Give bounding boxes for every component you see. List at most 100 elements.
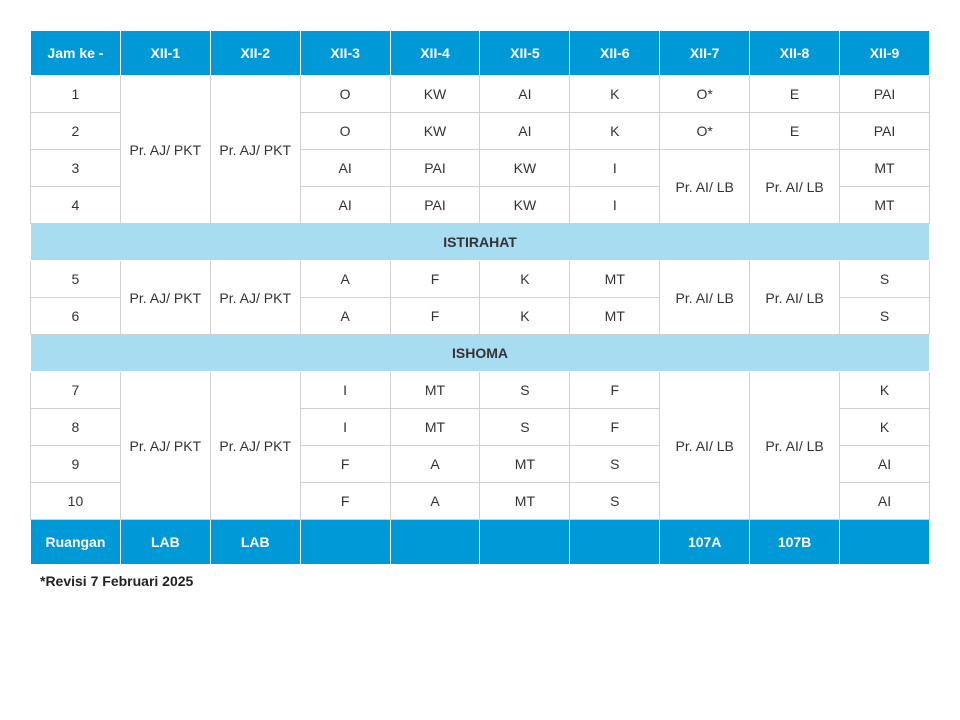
col-header: XII-9 <box>840 31 930 76</box>
subject-cell: F <box>300 446 390 483</box>
subject-cell: S <box>570 483 660 520</box>
subject-cell: PAI <box>390 150 480 187</box>
break-label: ISHOMA <box>31 335 930 372</box>
subject-cell: S <box>840 261 930 298</box>
header-row: Jam ke - XII-1 XII-2 XII-3 XII-4 XII-5 X… <box>31 31 930 76</box>
subject-cell: MT <box>570 298 660 335</box>
subject-cell: O* <box>660 76 750 113</box>
period-cell: 2 <box>31 113 121 150</box>
subject-cell: KW <box>480 187 570 224</box>
room-cell <box>390 520 480 565</box>
period-cell: 9 <box>31 446 121 483</box>
col-header: XII-6 <box>570 31 660 76</box>
subject-cell: K <box>480 261 570 298</box>
schedule-table: Jam ke - XII-1 XII-2 XII-3 XII-4 XII-5 X… <box>30 30 930 565</box>
subject-cell: F <box>300 483 390 520</box>
subject-cell: KW <box>390 76 480 113</box>
subject-cell: K <box>570 76 660 113</box>
subject-cell: MT <box>840 187 930 224</box>
period-cell: 5 <box>31 261 121 298</box>
subject-cell: A <box>300 298 390 335</box>
merged-cell: Pr. AJ/ PKT <box>210 76 300 224</box>
merged-cell: Pr. AI/ LB <box>660 372 750 520</box>
room-cell: LAB <box>210 520 300 565</box>
room-cell: 107B <box>750 520 840 565</box>
subject-cell: I <box>570 150 660 187</box>
subject-cell: K <box>480 298 570 335</box>
subject-cell: MT <box>390 409 480 446</box>
table-row: 5 Pr. AJ/ PKT Pr. AJ/ PKT A F K MT Pr. A… <box>31 261 930 298</box>
merged-cell: Pr. AJ/ PKT <box>120 76 210 224</box>
footer-row: Ruangan LAB LAB 107A 107B <box>31 520 930 565</box>
subject-cell: KW <box>480 150 570 187</box>
subject-cell: A <box>390 483 480 520</box>
subject-cell: MT <box>390 372 480 409</box>
subject-cell: S <box>840 298 930 335</box>
subject-cell: K <box>840 372 930 409</box>
room-cell <box>300 520 390 565</box>
subject-cell: S <box>480 409 570 446</box>
footer-label: Ruangan <box>31 520 121 565</box>
merged-cell: Pr. AJ/ PKT <box>210 261 300 335</box>
merged-cell: Pr. AJ/ PKT <box>210 372 300 520</box>
subject-cell: AI <box>840 483 930 520</box>
room-cell <box>570 520 660 565</box>
col-header: XII-7 <box>660 31 750 76</box>
period-cell: 10 <box>31 483 121 520</box>
room-cell: LAB <box>120 520 210 565</box>
subject-cell: F <box>390 298 480 335</box>
subject-cell: I <box>570 187 660 224</box>
subject-cell: MT <box>480 483 570 520</box>
merged-cell: Pr. AI/ LB <box>660 261 750 335</box>
break-row: ISHOMA <box>31 335 930 372</box>
subject-cell: AI <box>480 113 570 150</box>
subject-cell: F <box>570 409 660 446</box>
subject-cell: AI <box>840 446 930 483</box>
subject-cell: PAI <box>840 76 930 113</box>
subject-cell: E <box>750 76 840 113</box>
subject-cell: A <box>300 261 390 298</box>
subject-cell: AI <box>300 150 390 187</box>
subject-cell: MT <box>570 261 660 298</box>
merged-cell: Pr. AI/ LB <box>750 261 840 335</box>
col-header: XII-8 <box>750 31 840 76</box>
merged-cell: Pr. AI/ LB <box>750 372 840 520</box>
col-header: XII-1 <box>120 31 210 76</box>
col-header: XII-5 <box>480 31 570 76</box>
subject-cell: F <box>570 372 660 409</box>
subject-cell: O <box>300 113 390 150</box>
col-header: XII-4 <box>390 31 480 76</box>
subject-cell: AI <box>480 76 570 113</box>
col-header: Jam ke - <box>31 31 121 76</box>
subject-cell: I <box>300 409 390 446</box>
period-cell: 7 <box>31 372 121 409</box>
break-label: ISTIRAHAT <box>31 224 930 261</box>
subject-cell: AI <box>300 187 390 224</box>
merged-cell: Pr. AI/ LB <box>750 150 840 224</box>
period-cell: 1 <box>31 76 121 113</box>
merged-cell: Pr. AJ/ PKT <box>120 372 210 520</box>
break-row: ISTIRAHAT <box>31 224 930 261</box>
subject-cell: PAI <box>390 187 480 224</box>
subject-cell: PAI <box>840 113 930 150</box>
subject-cell: E <box>750 113 840 150</box>
room-cell <box>840 520 930 565</box>
subject-cell: S <box>480 372 570 409</box>
merged-cell: Pr. AI/ LB <box>660 150 750 224</box>
period-cell: 6 <box>31 298 121 335</box>
subject-cell: O* <box>660 113 750 150</box>
subject-cell: MT <box>840 150 930 187</box>
subject-cell: K <box>570 113 660 150</box>
period-cell: 3 <box>31 150 121 187</box>
subject-cell: O <box>300 76 390 113</box>
merged-cell: Pr. AJ/ PKT <box>120 261 210 335</box>
room-cell: 107A <box>660 520 750 565</box>
subject-cell: S <box>570 446 660 483</box>
subject-cell: MT <box>480 446 570 483</box>
subject-cell: F <box>390 261 480 298</box>
subject-cell: I <box>300 372 390 409</box>
subject-cell: A <box>390 446 480 483</box>
col-header: XII-2 <box>210 31 300 76</box>
revision-note: *Revisi 7 Februari 2025 <box>40 573 930 589</box>
room-cell <box>480 520 570 565</box>
